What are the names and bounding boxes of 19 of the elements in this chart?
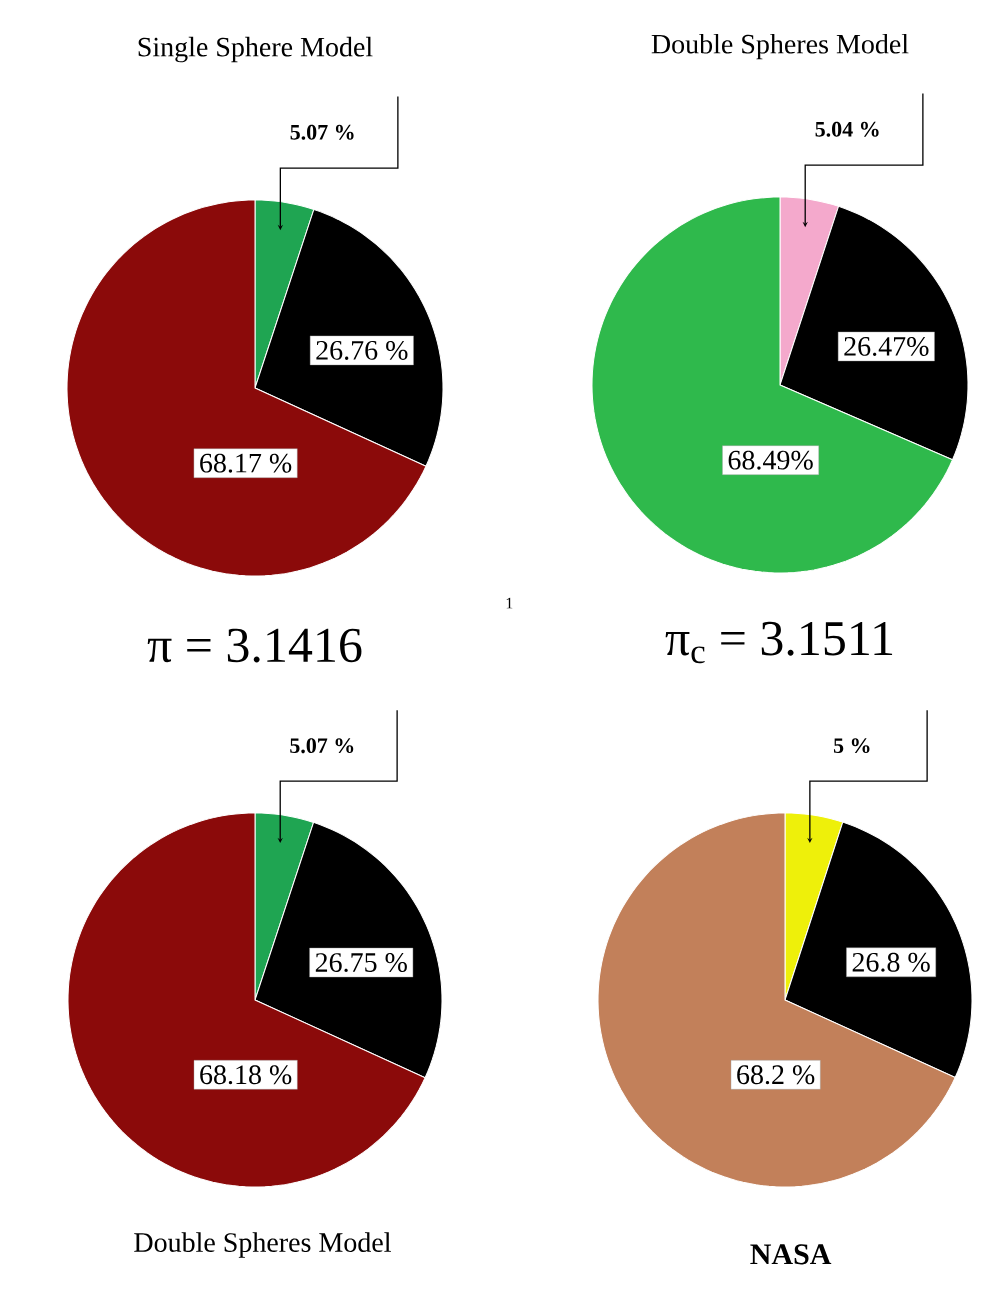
chart-title: Single Sphere Model	[138, 36, 373, 63]
data-label: 68.49%	[728, 450, 813, 470]
text: Double Spheres Model	[134, 1232, 391, 1258]
text: 1	[506, 597, 513, 609]
data-label: 5.04 %	[815, 121, 879, 137]
data-label: 26.47%	[844, 336, 929, 356]
text: π$_{c}$ = 3.1511	[665, 621, 893, 664]
data-label: 5 %	[833, 738, 870, 754]
text: NASA	[750, 1244, 832, 1265]
data-label: 26.76 %	[316, 340, 408, 360]
data-label: 26.8 %	[852, 952, 930, 972]
data-label: 5.07 %	[290, 738, 354, 754]
data-label: 5.07 %	[290, 124, 354, 140]
data-label: 68.17 %	[200, 453, 292, 473]
data-label: 26.75 %	[315, 953, 407, 973]
text: π = 3.1416	[147, 628, 362, 663]
chart-title: Double Spheres Model	[651, 33, 909, 60]
data-label: 68.18 %	[200, 1065, 292, 1085]
data-label: 68.2 %	[737, 1065, 815, 1085]
